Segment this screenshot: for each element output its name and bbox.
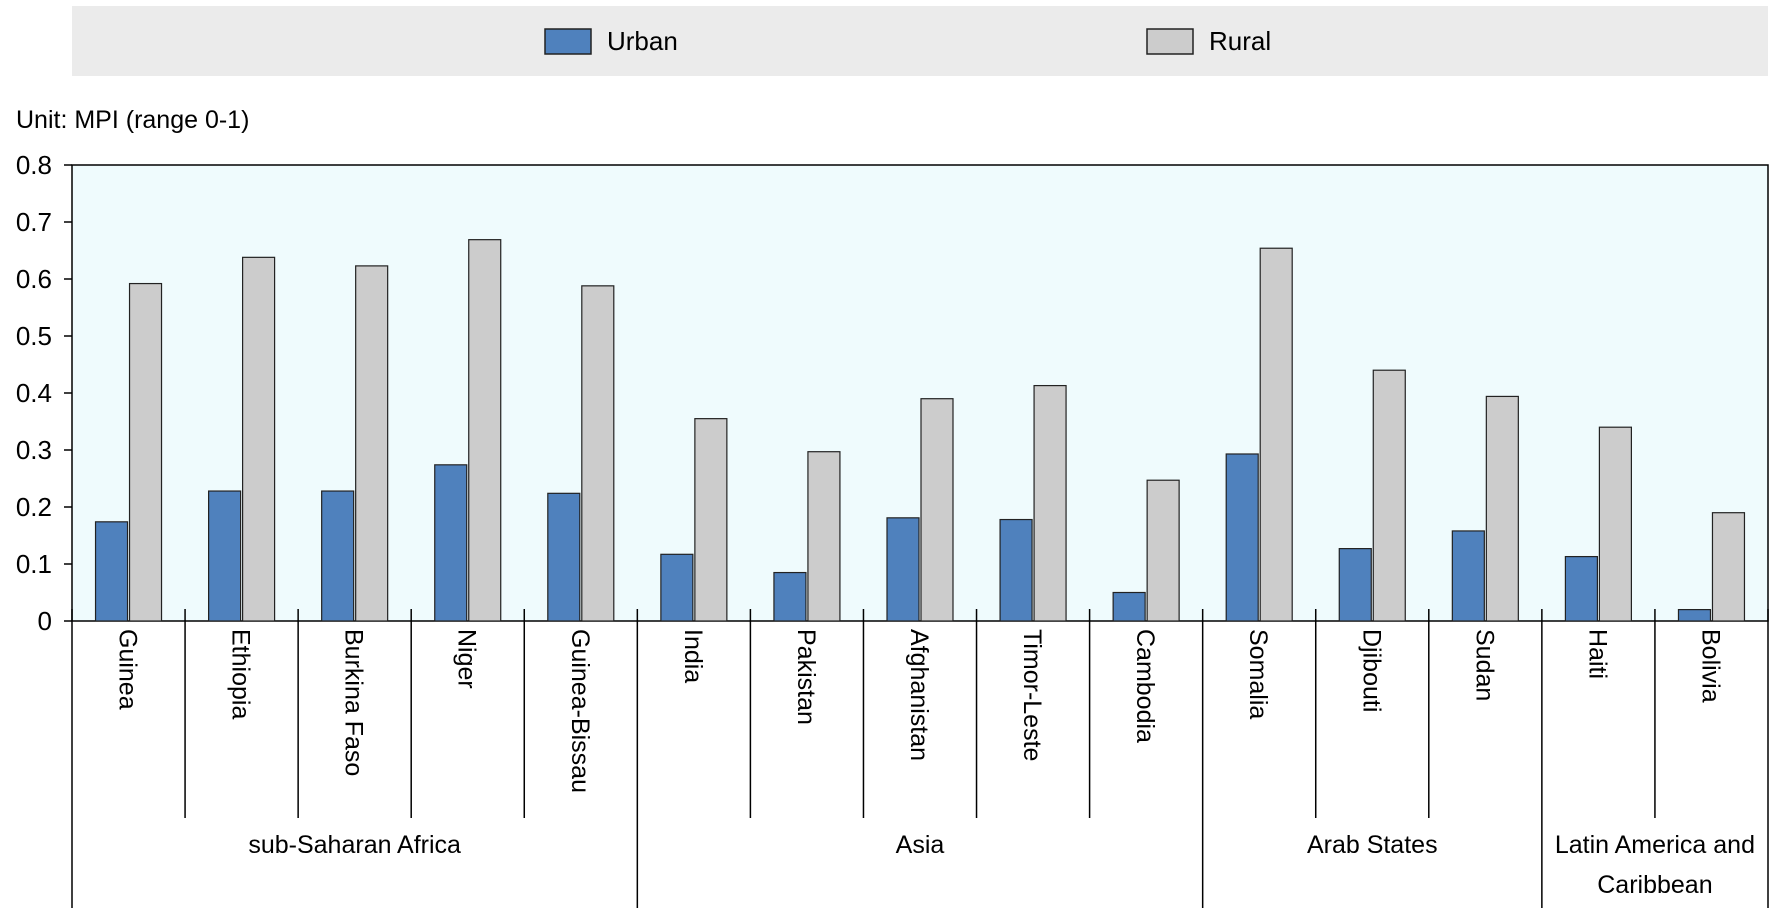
x-tick-label: Timor-Leste (1018, 629, 1046, 761)
bar-urban-cambodia (1112, 591, 1146, 622)
bar-urban-somalia (1225, 453, 1259, 622)
legend-background (72, 6, 1768, 76)
x-tick-label: Djibouti (1357, 629, 1385, 712)
bar-rural-afghanistan (920, 398, 954, 622)
x-tick-label: Niger (453, 629, 481, 689)
legend: Urban Rural (544, 26, 1271, 56)
legend-label-rural: Rural (1209, 26, 1271, 56)
y-tick-label: 0.5 (16, 321, 52, 351)
bar-rural-haiti (1598, 426, 1633, 622)
x-tick-label: Guinea (114, 629, 142, 710)
group-label: sub-Saharan Africa (248, 831, 461, 859)
bar-urban-ethiopia (208, 490, 242, 622)
x-tick-label: Haiti (1583, 629, 1611, 679)
bar-rural-ethiopia (242, 256, 276, 622)
x-tick-label: Bolivia (1696, 629, 1724, 703)
bars (94, 239, 1746, 622)
bar-urban-burkina-faso (321, 490, 355, 622)
bar-urban-timor-leste (999, 518, 1033, 622)
x-tick-label: Cambodia (1131, 629, 1159, 743)
y-tick-label: 0.6 (16, 264, 52, 294)
bar-urban-india (660, 553, 694, 622)
group-label: Arab States (1307, 831, 1438, 859)
bar-rural-india (694, 418, 728, 622)
bar-rural-djibouti (1372, 369, 1406, 622)
x-tick-label: Sudan (1470, 629, 1498, 701)
bar-rural-burkina-faso (355, 265, 389, 622)
x-tick-label: Burkina Faso (340, 629, 368, 776)
bar-urban-sudan (1451, 530, 1485, 622)
x-tick-label: Ethiopia (227, 629, 255, 719)
y-tick-label: 0.1 (16, 549, 52, 579)
x-tick-label: Guinea-Bissau (566, 629, 594, 793)
bar-urban-haiti (1564, 555, 1599, 622)
legend-label-urban: Urban (607, 26, 678, 56)
bar-rural-pakistan (807, 451, 841, 622)
x-axis: Guinea Ethiopia Burkina Faso Niger Guinea-Bi… (71, 609, 1769, 908)
bar-rural-guinea-bissau (581, 285, 615, 622)
y-tick-label: 0 (38, 606, 52, 636)
x-tick-label: Pakistan (792, 629, 820, 725)
y-tick-label: 0.7 (16, 207, 52, 237)
legend-swatch-urban (544, 28, 592, 55)
y-axis: 0 0.1 0.2 0.3 0.4 0.5 0.6 0.7 0.8 (16, 150, 72, 636)
bar-urban-niger (434, 464, 468, 622)
bar-urban-djibouti (1338, 548, 1372, 622)
bar-urban-afghanistan (886, 517, 920, 622)
y-tick-label: 0.4 (16, 378, 52, 408)
bar-rural-sudan (1485, 395, 1519, 622)
bar-rural-guinea (128, 282, 163, 622)
y-tick-label: 0.2 (16, 492, 52, 522)
x-tick-label: India (679, 629, 707, 683)
y-tick-label: 0.8 (16, 150, 52, 180)
bar-urban-guinea (94, 521, 129, 622)
bar-urban-pakistan (773, 571, 807, 622)
x-tick-label: Afghanistan (905, 629, 933, 761)
x-tick-label: Somalia (1244, 629, 1272, 719)
bar-rural-somalia (1259, 247, 1293, 622)
plot-area (71, 164, 1769, 622)
bar-urban-bolivia (1677, 608, 1712, 622)
y-tick-label: 0.3 (16, 435, 52, 465)
group-label: Asia (896, 831, 945, 859)
bar-rural-timor-leste (1033, 384, 1067, 622)
unit-label: Unit: MPI (range 0-1) (16, 106, 249, 134)
bar-rural-bolivia (1711, 512, 1746, 622)
group-label: Latin America and (1555, 831, 1755, 859)
group-label: Caribbean (1597, 871, 1712, 899)
legend-swatch-rural (1146, 28, 1194, 55)
bar-urban-guinea-bissau (547, 492, 581, 622)
bar-rural-niger (468, 239, 502, 622)
bar-rural-cambodia (1146, 479, 1180, 622)
